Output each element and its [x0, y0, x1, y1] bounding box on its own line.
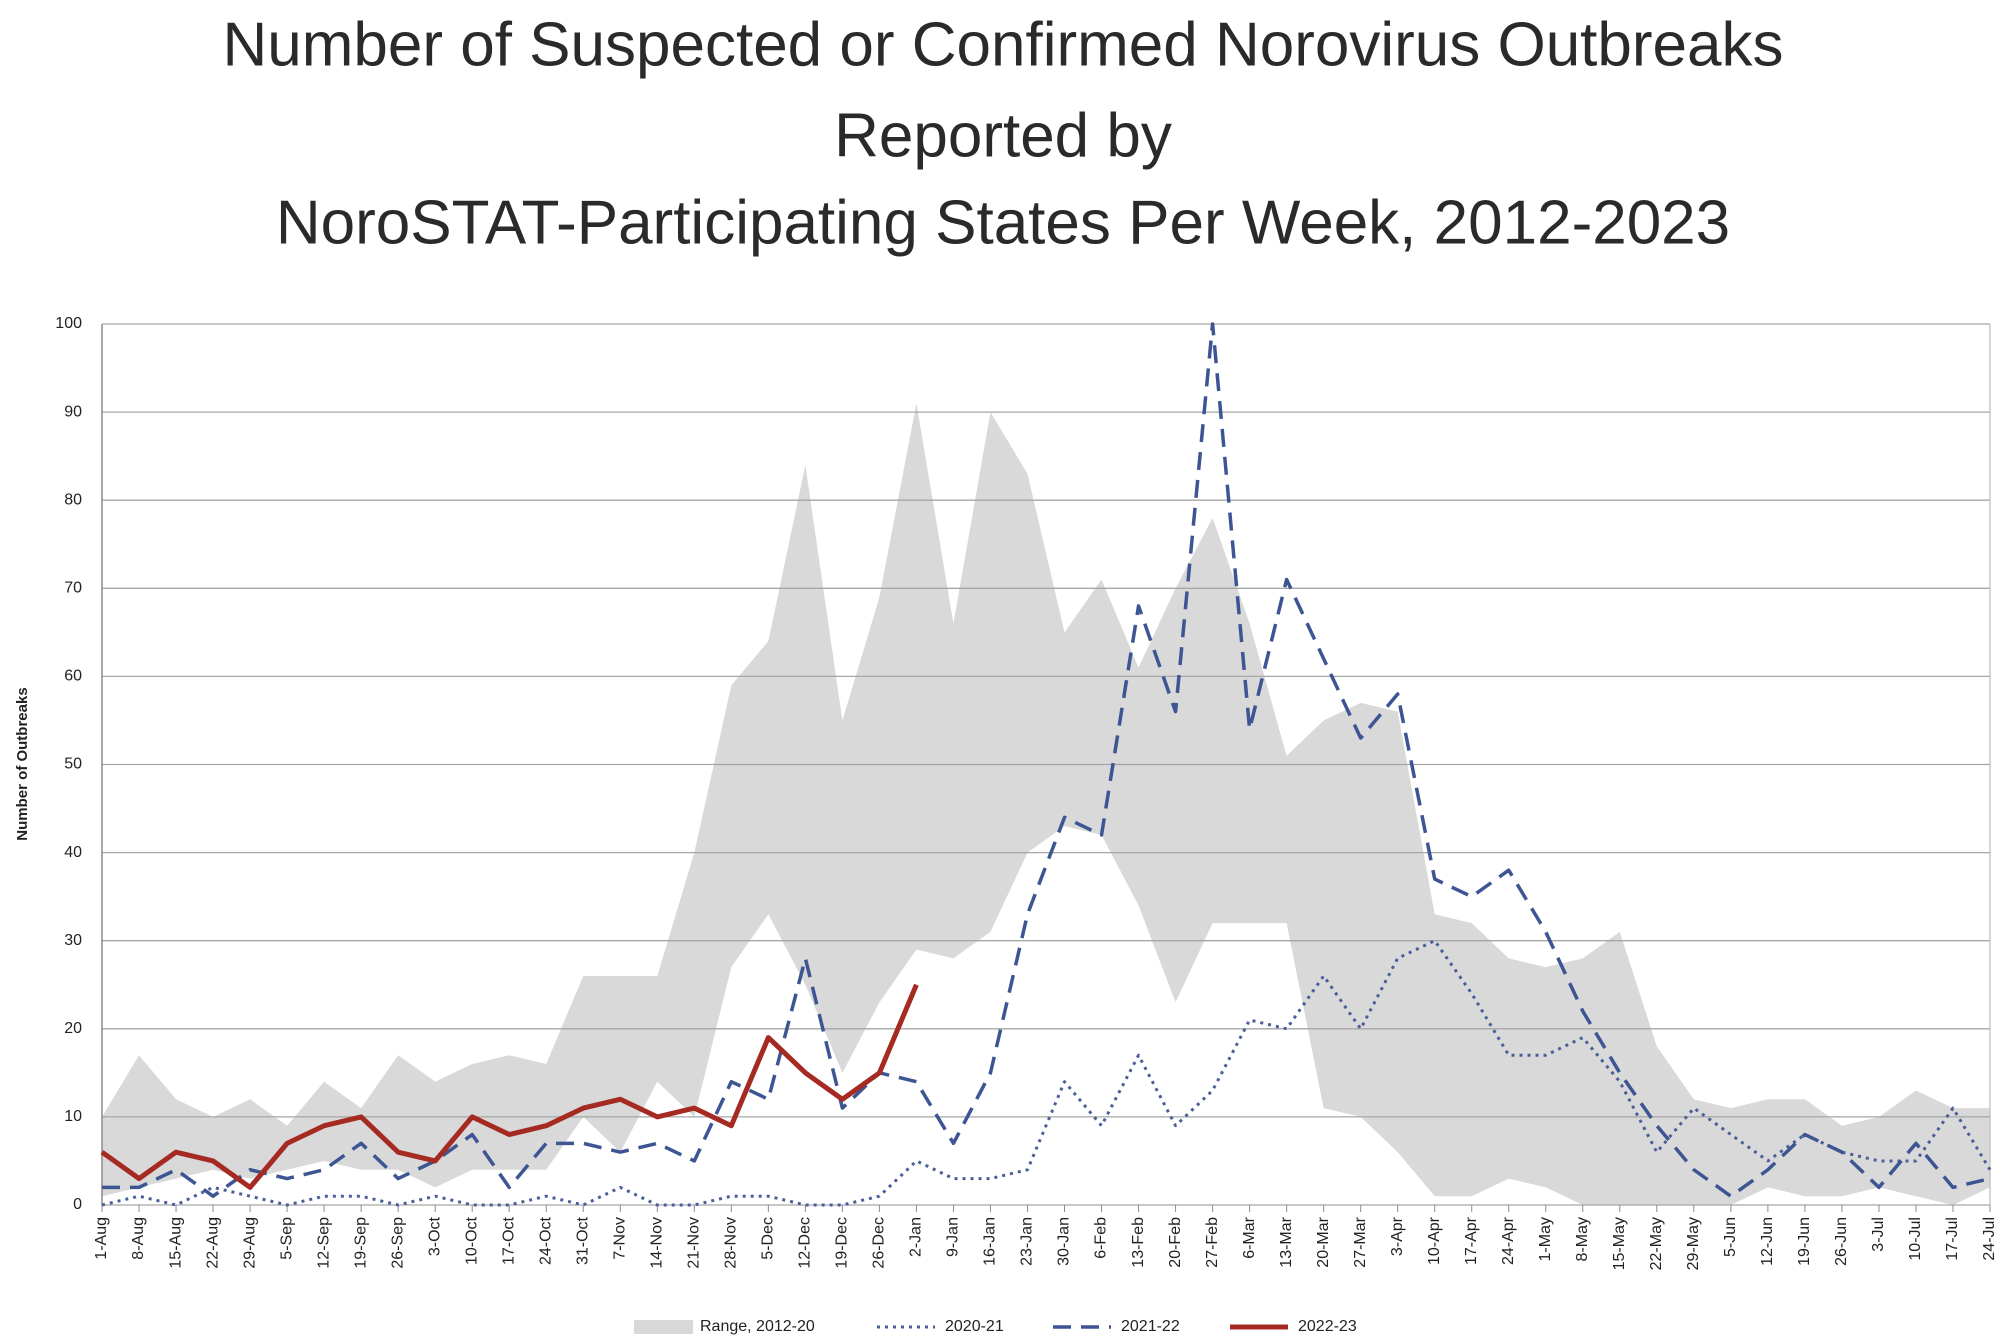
- chart-title: NoroSTAT-Participating States Per Week, …: [276, 188, 1730, 257]
- legend-label: 2020-21: [945, 1318, 1004, 1335]
- x-tick-label: 21-Nov: [686, 1217, 703, 1269]
- x-tick-label: 1-Aug: [93, 1217, 110, 1260]
- x-tick-label: 13-Mar: [1278, 1216, 1295, 1267]
- x-tick-label: 29-May: [1685, 1217, 1702, 1270]
- x-tick-label: 6-Feb: [1093, 1217, 1110, 1259]
- x-tick-label: 24-Oct: [537, 1216, 554, 1265]
- y-tick-label: 50: [64, 756, 82, 773]
- x-tick-label: 13-Feb: [1130, 1217, 1147, 1268]
- chart-title: Number of Suspected or Confirmed Norovir…: [223, 10, 1784, 79]
- y-tick-label: 0: [73, 1196, 82, 1213]
- x-tick-label: 23-Jan: [1019, 1217, 1036, 1266]
- x-tick-label: 22-May: [1648, 1217, 1665, 1270]
- series-line: [102, 322, 1991, 1198]
- x-tick-label: 5-Dec: [760, 1217, 777, 1260]
- y-axis-label: Number of Outbreaks: [14, 687, 31, 840]
- x-tick-label: 30-Jan: [1056, 1217, 1073, 1266]
- legend-label: Range, 2012-20: [700, 1318, 815, 1335]
- x-tick-label: 3-Jul: [1870, 1217, 1887, 1252]
- x-tick-label: 19-Sep: [352, 1217, 369, 1269]
- x-tick-label: 12-Sep: [315, 1217, 332, 1269]
- x-tick-label: 20-Mar: [1315, 1216, 1332, 1267]
- x-tick-label: 26-Dec: [871, 1217, 888, 1269]
- x-tick-label: 24-Apr: [1500, 1216, 1517, 1265]
- y-tick-label: 20: [64, 1020, 82, 1037]
- x-tick-label: 10-Apr: [1426, 1216, 1443, 1265]
- y-tick-label: 70: [64, 580, 82, 597]
- legend-label: 2021-22: [1121, 1318, 1180, 1335]
- y-tick-label: 40: [64, 844, 82, 861]
- range-area: [102, 403, 1990, 1205]
- x-tick-label: 16-Jan: [982, 1217, 999, 1266]
- x-tick-label: 1-May: [1537, 1217, 1554, 1261]
- x-tick-label: 8-Aug: [130, 1217, 147, 1260]
- x-tick-label: 28-Nov: [723, 1217, 740, 1269]
- x-tick-label: 26-Sep: [389, 1217, 406, 1269]
- x-tick-label: 17-Jul: [1944, 1217, 1961, 1261]
- x-tick-label: 3-Oct: [426, 1216, 443, 1256]
- x-tick-label: 2-Jan: [908, 1217, 925, 1257]
- x-tick-label: 27-Feb: [1204, 1217, 1221, 1268]
- legend-label: 2022-23: [1298, 1318, 1357, 1335]
- x-tick-label: 5-Sep: [278, 1217, 295, 1260]
- x-tick-label: 22-Aug: [204, 1217, 221, 1269]
- x-tick-label: 29-Aug: [241, 1217, 258, 1269]
- y-tick-label: 100: [55, 315, 82, 332]
- x-tick-label: 12-Jun: [1759, 1217, 1776, 1266]
- x-tick-label: 15-May: [1611, 1217, 1628, 1270]
- x-tick-label: 10-Oct: [463, 1216, 480, 1265]
- y-tick-label: 60: [64, 668, 82, 685]
- x-tick-label: 17-Oct: [500, 1216, 517, 1265]
- x-tick-label: 9-Jan: [945, 1217, 962, 1257]
- y-tick-label: 10: [64, 1108, 82, 1125]
- x-tick-label: 7-Nov: [611, 1217, 628, 1260]
- x-tick-label: 14-Nov: [649, 1217, 666, 1269]
- x-tick-label: 8-May: [1574, 1217, 1591, 1261]
- chart-title: Reported by: [834, 101, 1172, 170]
- series-line: [101, 939, 1992, 1207]
- x-tick-label: 6-Mar: [1241, 1216, 1258, 1258]
- x-tick-label: 10-Jul: [1907, 1217, 1924, 1261]
- y-tick-label: 80: [64, 491, 82, 508]
- y-tick-label: 30: [64, 932, 82, 949]
- x-tick-label: 12-Dec: [797, 1217, 814, 1269]
- legend-swatch: [634, 1320, 693, 1334]
- x-tick-label: 24-Jul: [1981, 1217, 1998, 1261]
- x-tick-label: 27-Mar: [1352, 1216, 1369, 1267]
- series-line: [100, 983, 919, 1190]
- x-tick-label: 19-Jun: [1796, 1217, 1813, 1266]
- x-tick-label: 17-Apr: [1463, 1216, 1480, 1265]
- x-tick-label: 31-Oct: [574, 1216, 591, 1265]
- x-tick-label: 26-Jun: [1833, 1217, 1850, 1266]
- x-tick-label: 19-Dec: [834, 1217, 851, 1269]
- x-tick-label: 15-Aug: [167, 1217, 184, 1269]
- x-tick-label: 5-Jun: [1722, 1217, 1739, 1257]
- x-tick-label: 20-Feb: [1167, 1217, 1184, 1268]
- y-tick-label: 90: [64, 403, 82, 420]
- x-tick-label: 3-Apr: [1389, 1216, 1406, 1256]
